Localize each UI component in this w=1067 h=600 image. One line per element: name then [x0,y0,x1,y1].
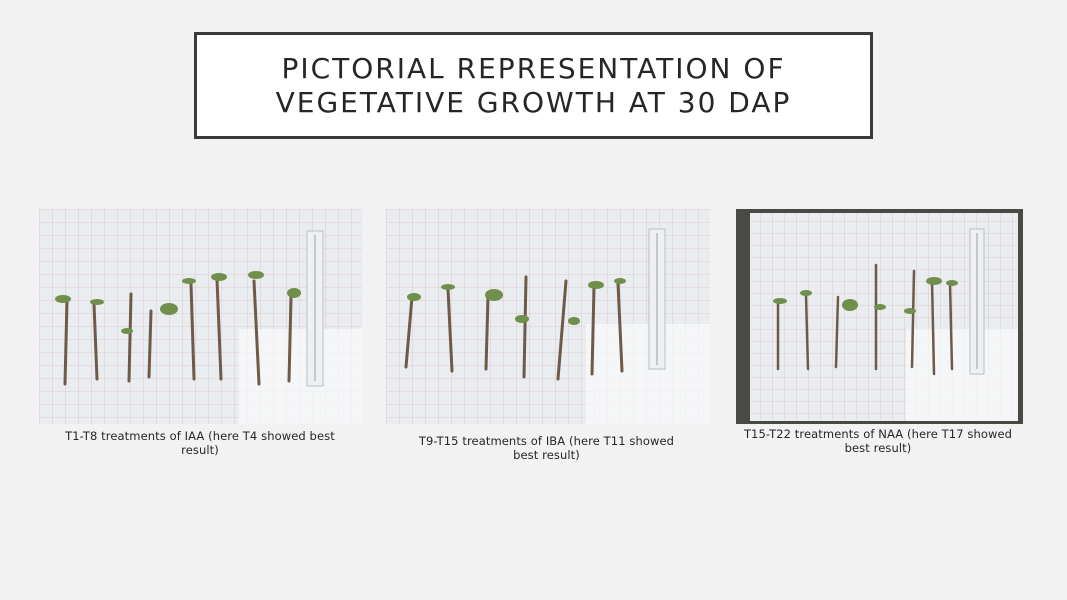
caption-iaa: T1-T8 treatments of IAA (here T4 showed … [65,429,335,457]
photo-iba-cuttings [386,209,710,424]
slide-title-line-2: VEGETATIVE GROWTH AT 30 DAP [275,85,792,119]
photo-iaa-cuttings [39,209,362,424]
slide-title-line-1: PICTORIAL REPRESENTATION OF [281,51,786,85]
slide-title-box: PICTORIAL REPRESENTATION OF VEGETATIVE G… [194,32,873,139]
caption-iba: T9-T15 treatments of IBA (here T11 showe… [418,434,675,462]
photo-naa-cuttings [736,209,1023,424]
caption-naa: T15-T22 treatments of NAA (here T17 show… [743,427,1013,455]
